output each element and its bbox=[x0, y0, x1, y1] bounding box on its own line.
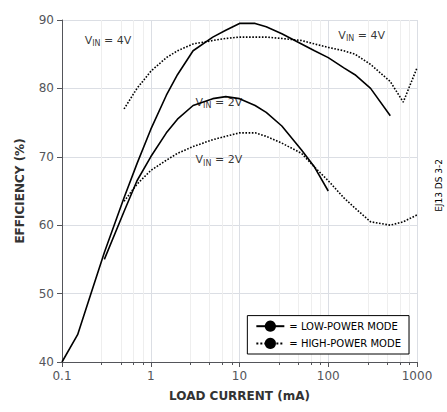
svg-text:= 2V: = 2V bbox=[211, 96, 242, 109]
svg-text:IN: IN bbox=[346, 34, 354, 43]
svg-text:1: 1 bbox=[147, 369, 155, 383]
svg-text:= 2V: = 2V bbox=[211, 153, 242, 166]
svg-text:EJ13 DS 3-2: EJ13 DS 3-2 bbox=[434, 159, 444, 212]
svg-text:V: V bbox=[84, 34, 93, 47]
svg-text:0.1: 0.1 bbox=[52, 369, 71, 383]
svg-text:60: 60 bbox=[39, 218, 54, 232]
svg-text:V: V bbox=[195, 153, 204, 166]
svg-text:= 4V: = 4V bbox=[101, 34, 132, 47]
svg-text:1000: 1000 bbox=[402, 369, 433, 383]
svg-text:40: 40 bbox=[39, 355, 54, 369]
svg-text:10: 10 bbox=[232, 369, 247, 383]
svg-text:LOAD CURRENT (mA): LOAD CURRENT (mA) bbox=[169, 389, 310, 403]
svg-text:70: 70 bbox=[39, 150, 54, 164]
svg-text:V: V bbox=[195, 95, 204, 109]
svg-text:= 4V: = 4V bbox=[354, 29, 385, 42]
svg-text:= HIGH-POWER MODE: = HIGH-POWER MODE bbox=[289, 338, 401, 349]
svg-text:IN: IN bbox=[92, 39, 100, 48]
svg-text:90: 90 bbox=[39, 13, 54, 27]
svg-text:= LOW-POWER MODE: = LOW-POWER MODE bbox=[289, 321, 398, 332]
svg-text:EFFICIENCY (%): EFFICIENCY (%) bbox=[13, 138, 27, 243]
svg-text:IN: IN bbox=[203, 159, 211, 168]
svg-text:100: 100 bbox=[317, 369, 340, 383]
svg-text:50: 50 bbox=[39, 287, 54, 301]
svg-text:V: V bbox=[338, 28, 346, 42]
svg-text:80: 80 bbox=[39, 81, 54, 95]
svg-text:IN: IN bbox=[203, 101, 211, 110]
